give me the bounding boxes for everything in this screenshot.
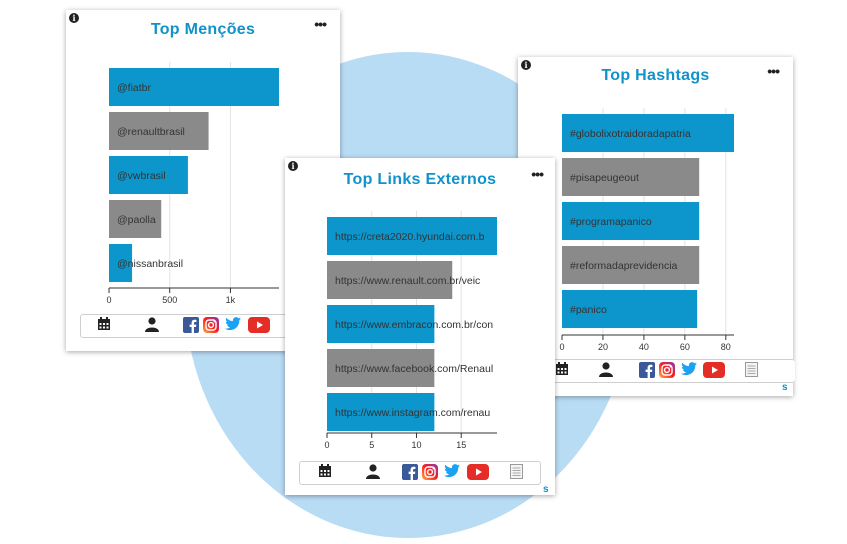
hashtags-chart: #globolixotraidoradapatria #pisapeugeout #… bbox=[518, 57, 793, 357]
tick-label: 0 bbox=[106, 295, 111, 305]
facebook-icon[interactable] bbox=[402, 464, 418, 485]
tick-label: 5 bbox=[369, 440, 374, 450]
card-title: Top Links Externos bbox=[343, 171, 497, 188]
bar-label: #pisapeugeout bbox=[570, 172, 639, 184]
user-icon[interactable] bbox=[145, 317, 159, 337]
calendar-icon[interactable] bbox=[97, 317, 111, 336]
facebook-icon[interactable] bbox=[639, 362, 655, 383]
more-options-icon[interactable]: ••• bbox=[767, 63, 780, 79]
bar-label: https://www.embracon.com.br/con bbox=[335, 319, 493, 331]
user-icon[interactable] bbox=[366, 464, 380, 484]
tick-label: 40 bbox=[639, 342, 649, 352]
youtube-icon[interactable] bbox=[703, 362, 725, 383]
twitter-icon[interactable] bbox=[444, 464, 460, 483]
bar-label: @fiatbr bbox=[117, 82, 152, 94]
tick-label: 0 bbox=[324, 440, 329, 450]
bar-label: #reformadaprevidencia bbox=[570, 260, 678, 272]
mencoes-chart: @fiatbr @renaultbrasil @vwbrasil @paolla @ni… bbox=[66, 10, 340, 310]
card-footer bbox=[299, 461, 541, 485]
facebook-icon[interactable] bbox=[183, 317, 199, 338]
bar bbox=[109, 68, 279, 106]
tick-label: 500 bbox=[162, 295, 177, 305]
info-icon[interactable]: i bbox=[288, 161, 298, 171]
bar-label: https://www.facebook.com/Renaul bbox=[335, 363, 493, 375]
instagram-icon[interactable] bbox=[422, 464, 438, 485]
twitter-icon[interactable] bbox=[225, 317, 241, 336]
document-icon[interactable] bbox=[510, 464, 523, 484]
tick-label: 80 bbox=[721, 342, 731, 352]
top-hashtags-card: i Top Hashtags ••• #globolixotraidoradap… bbox=[518, 57, 795, 396]
bar bbox=[327, 261, 453, 299]
card-footer bbox=[80, 314, 322, 338]
bar-label: @nissanbrasil bbox=[117, 258, 183, 270]
bar-label: @vwbrasil bbox=[117, 170, 166, 182]
bar bbox=[327, 305, 435, 343]
youtube-icon[interactable] bbox=[467, 464, 489, 485]
bar bbox=[562, 202, 700, 240]
bar-label: #programapanico bbox=[570, 216, 652, 228]
more-options-icon[interactable]: ••• bbox=[314, 16, 327, 32]
calendar-icon[interactable] bbox=[555, 362, 569, 381]
bar bbox=[562, 246, 700, 284]
bar-label: @renaultbrasil bbox=[117, 126, 185, 138]
card-title: Top Menções bbox=[150, 21, 256, 38]
links-chart: https://creta2020.hyundai.com.b https://w… bbox=[285, 158, 555, 458]
info-icon[interactable]: i bbox=[521, 60, 531, 70]
bar bbox=[327, 393, 435, 431]
bar-label: https://creta2020.hyundai.com.b bbox=[335, 231, 485, 243]
bar bbox=[562, 290, 698, 328]
more-options-icon[interactable]: ••• bbox=[531, 166, 544, 182]
top-links-externos-card: i Top Links Externos ••• https://creta20… bbox=[285, 158, 555, 495]
document-icon[interactable] bbox=[745, 362, 758, 382]
tick-label: 0 bbox=[559, 342, 564, 352]
tick-label: 60 bbox=[680, 342, 690, 352]
tick-label: 1k bbox=[226, 295, 236, 305]
bar bbox=[109, 112, 209, 150]
youtube-icon[interactable] bbox=[248, 317, 270, 338]
bar bbox=[109, 200, 162, 238]
bar-label: #globolixotraidoradapatria bbox=[570, 128, 691, 140]
bar bbox=[109, 156, 188, 194]
s-label: s bbox=[543, 484, 549, 495]
instagram-icon[interactable] bbox=[659, 362, 675, 383]
bar-label: https://www.renault.com.br/veic bbox=[335, 275, 480, 287]
s-label: s bbox=[782, 382, 788, 393]
bar-label: @paolla bbox=[117, 214, 156, 226]
twitter-icon[interactable] bbox=[681, 362, 697, 381]
card-footer bbox=[544, 359, 795, 383]
bar-label: https://www.instagram.com/renau bbox=[335, 407, 490, 419]
bar bbox=[109, 244, 133, 282]
user-icon[interactable] bbox=[599, 362, 613, 382]
bar bbox=[562, 114, 734, 152]
bar bbox=[562, 158, 700, 196]
tick-label: 15 bbox=[456, 440, 466, 450]
info-icon[interactable]: i bbox=[69, 13, 79, 23]
card-title: Top Hashtags bbox=[601, 67, 710, 84]
instagram-icon[interactable] bbox=[203, 317, 219, 338]
tick-label: 20 bbox=[598, 342, 608, 352]
bar-label: #panico bbox=[570, 304, 607, 316]
tick-label: 10 bbox=[411, 440, 421, 450]
bar bbox=[327, 217, 497, 255]
bar bbox=[327, 349, 435, 387]
calendar-icon[interactable] bbox=[318, 464, 332, 483]
